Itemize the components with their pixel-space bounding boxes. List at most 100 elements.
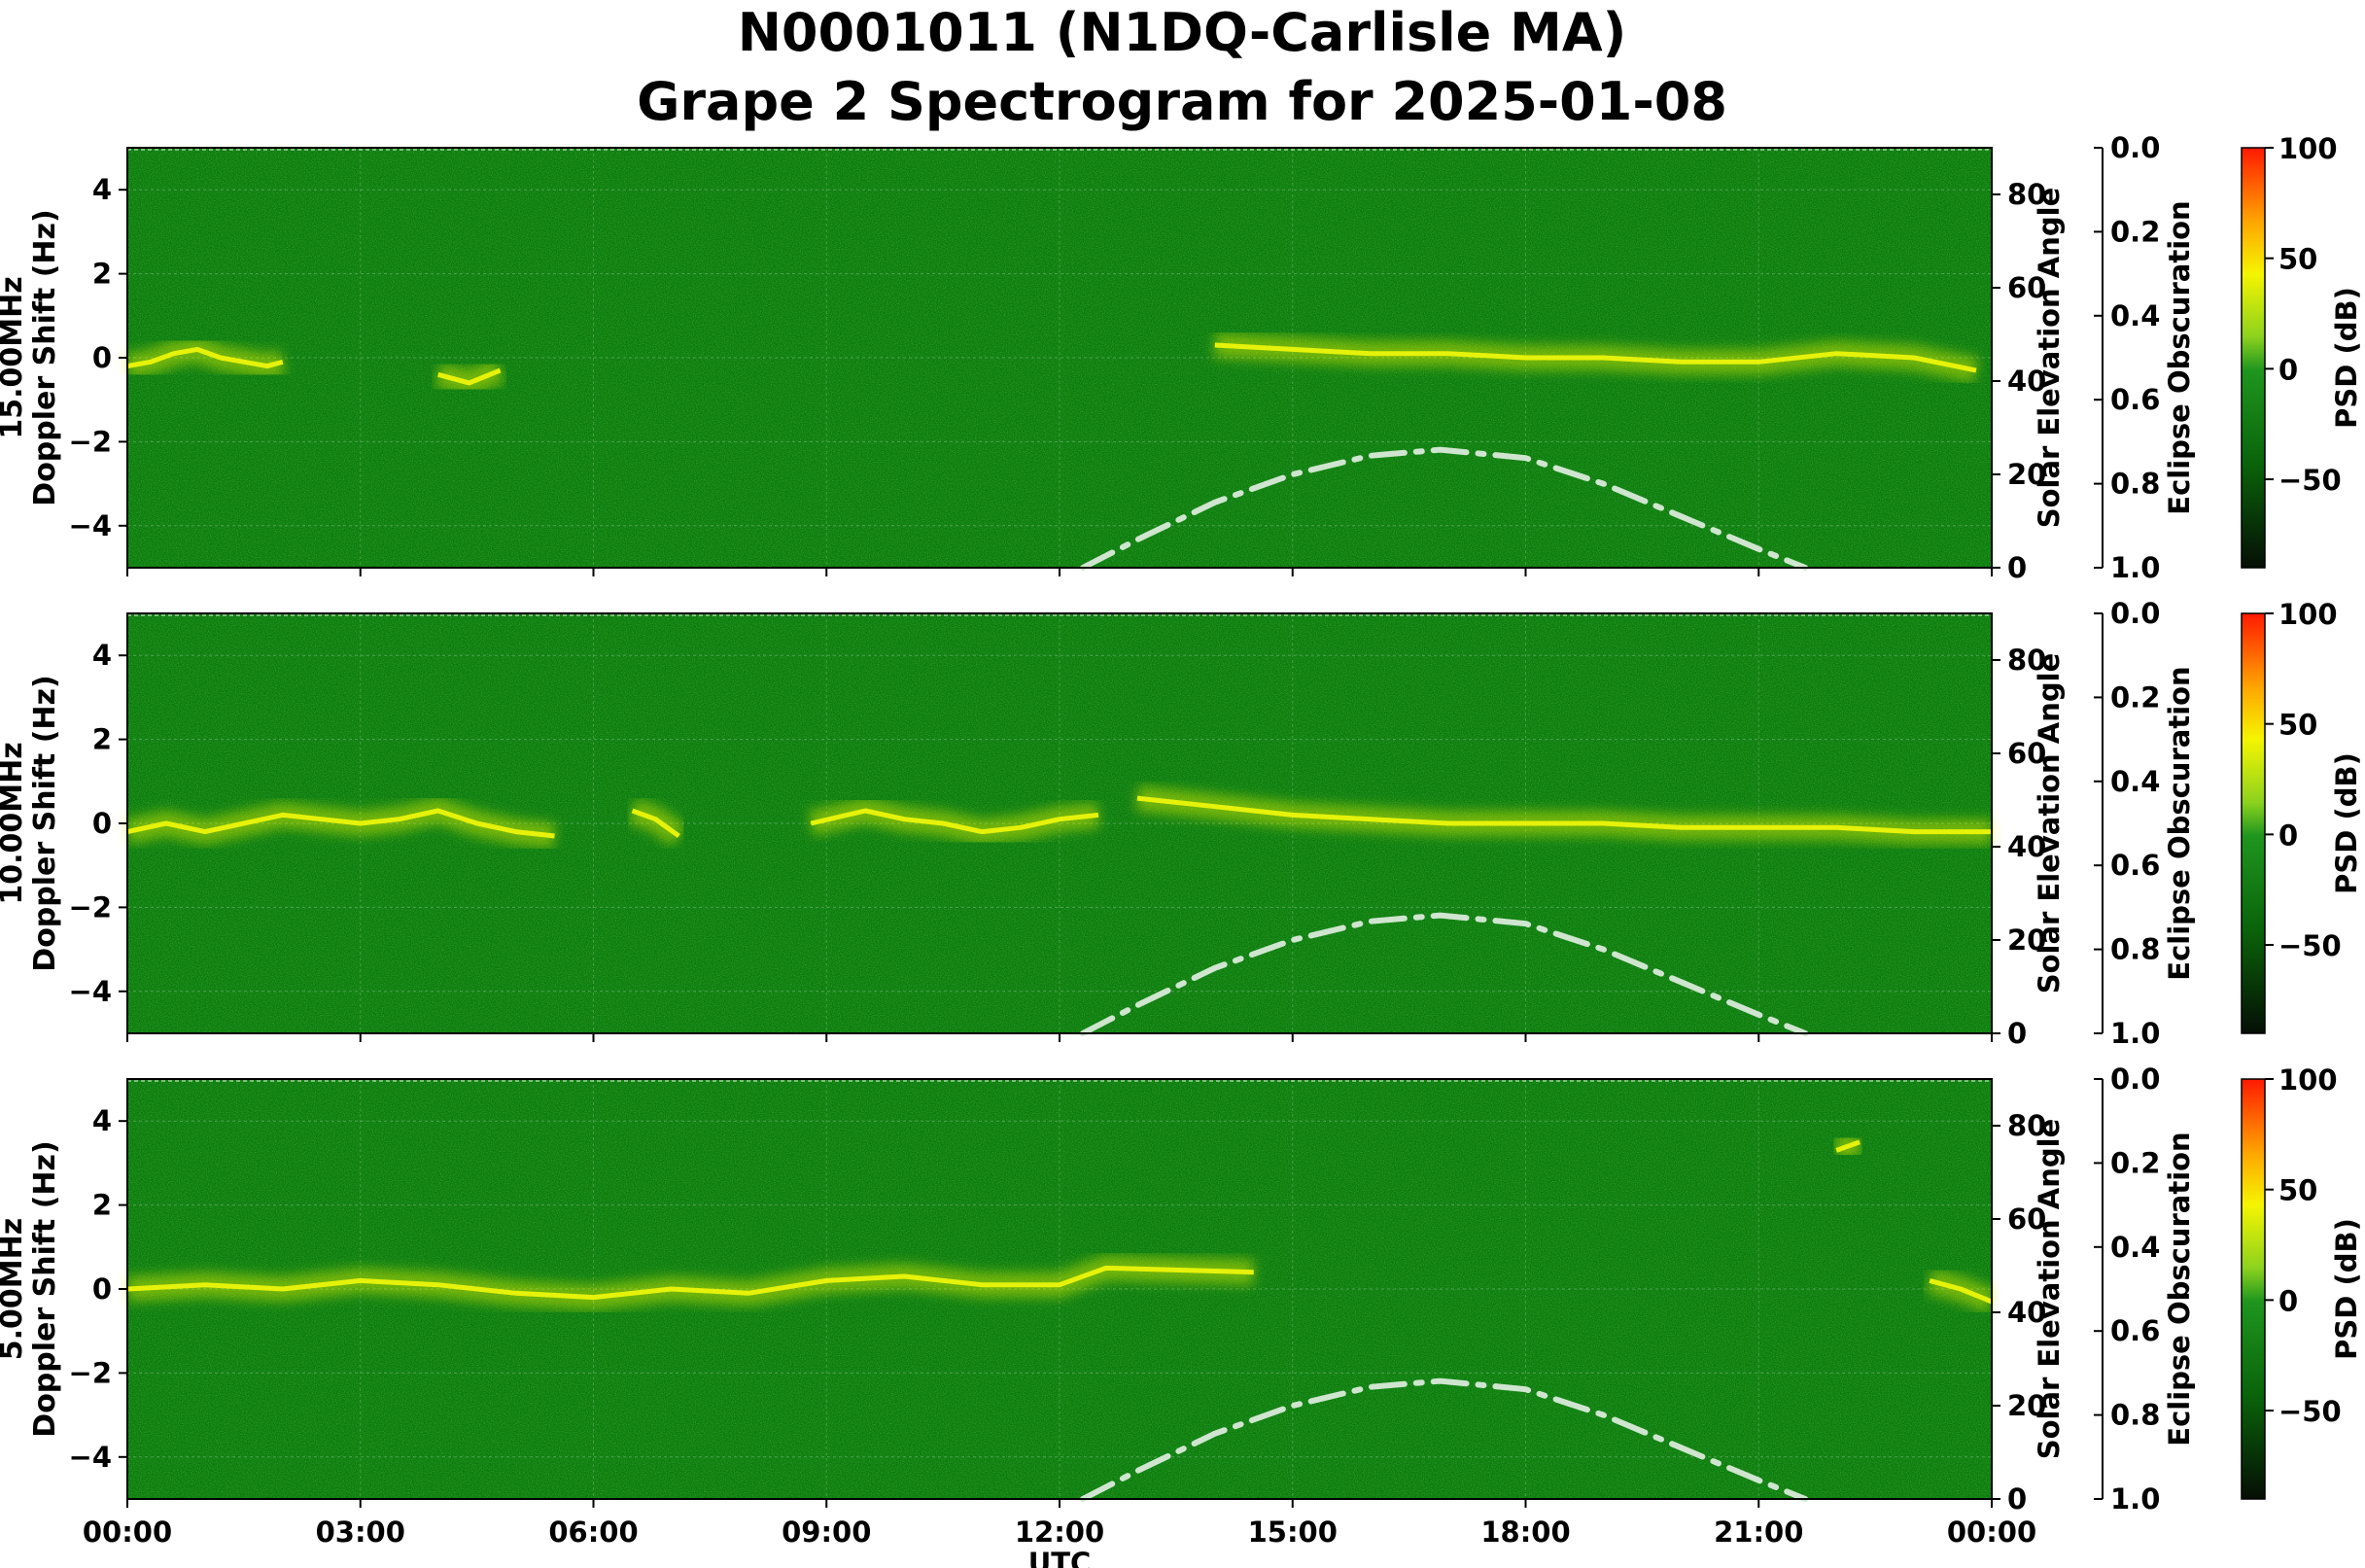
colorbar-label: PSD (dB) xyxy=(2330,752,2363,894)
doppler-trace xyxy=(437,367,502,386)
y2-tick-label: 40 xyxy=(2007,1296,2046,1329)
colorbar-tick-label: −50 xyxy=(2278,464,2342,497)
y2-tick-label: 80 xyxy=(2007,178,2046,211)
panel-2: −4 −2 0 2 4 10.00MHz Doppler Shift (Hz) 0 20 40 60… xyxy=(0,597,2363,1050)
y2-tick-label: 80 xyxy=(2007,644,2046,677)
y2-tick-label: 60 xyxy=(2007,1202,2046,1236)
doppler-trace xyxy=(1214,342,1977,373)
x-tick-label: 15:00 xyxy=(1248,1516,1338,1549)
y3-tick-label: 0.0 xyxy=(2110,1063,2160,1096)
y3-tick-label: 0.6 xyxy=(2110,383,2160,416)
doppler-trace xyxy=(631,808,680,839)
y3-axis-label: Eclipse Obscuration xyxy=(2163,200,2196,514)
x-axis-label: UTC xyxy=(1028,1547,1092,1568)
colorbar xyxy=(2241,612,2266,1034)
y3-tick-label: 1.0 xyxy=(2110,1482,2160,1516)
doppler-trace xyxy=(126,1265,1254,1301)
y-tick-label: 2 xyxy=(92,723,112,756)
x-tick-label: 21:00 xyxy=(1714,1516,1803,1549)
y2-tick-label: 60 xyxy=(2007,271,2046,304)
doppler-trace xyxy=(810,808,1099,835)
y2-tick-label: 40 xyxy=(2007,365,2046,398)
y2-tick-label: 0 xyxy=(2007,1017,2027,1050)
doppler-trace xyxy=(126,346,284,369)
colorbar xyxy=(2241,1078,2266,1500)
y-tick-label: −4 xyxy=(69,509,112,542)
colorbar-tick-label: 100 xyxy=(2278,1063,2338,1097)
y3-axis-label: Eclipse Obscuration xyxy=(2163,666,2196,980)
x-tick-label: 12:00 xyxy=(1015,1516,1104,1549)
figure-title-line2: Grape 2 Spectrogram for 2025-01-08 xyxy=(637,71,1727,132)
x-tick-label: 03:00 xyxy=(316,1516,405,1549)
y3-tick-label: 1.0 xyxy=(2110,1017,2160,1050)
doppler-trace xyxy=(126,808,555,839)
freq-label: 15.00MHz xyxy=(0,276,29,438)
y-tick-label: −2 xyxy=(69,890,112,923)
colorbar-tick-label: 0 xyxy=(2278,1284,2298,1317)
y2-tick-label: 0 xyxy=(2007,1482,2027,1516)
y-tick-label: 4 xyxy=(92,1104,112,1137)
y-tick-label: 2 xyxy=(92,1189,112,1222)
y3-tick-label: 0.8 xyxy=(2110,1399,2160,1432)
colorbar-tick-label: −50 xyxy=(2278,1395,2342,1428)
y2-axis-label: Solar Elevation Angle xyxy=(2033,653,2066,994)
x-tick-label: 00:00 xyxy=(83,1516,172,1549)
x-tick-label: 09:00 xyxy=(782,1516,871,1549)
colorbar-tick-label: −50 xyxy=(2278,929,2342,962)
y2-tick-label: 20 xyxy=(2007,458,2046,491)
y3-tick-label: 0.2 xyxy=(2110,215,2160,248)
x-tick-label: 00:00 xyxy=(1947,1516,2036,1549)
y2-tick-label: 20 xyxy=(2007,923,2046,957)
y2-tick-label: 20 xyxy=(2007,1389,2046,1422)
colorbar-tick-label: 50 xyxy=(2278,1174,2317,1207)
freq-label: 10.00MHz xyxy=(0,742,29,904)
figure-title-line1: N0001011 (N1DQ-Carlisle MA) xyxy=(738,2,1627,63)
colorbar-tick-label: 0 xyxy=(2278,819,2298,852)
y2-axis-label: Solar Elevation Angle xyxy=(2033,188,2066,529)
y-tick-label: −2 xyxy=(69,1356,112,1389)
y3-tick-label: 0.4 xyxy=(2110,299,2160,332)
y3-axis-label: Eclipse Obscuration xyxy=(2163,1132,2196,1446)
freq-label: 5.00MHz xyxy=(0,1218,29,1360)
y3-tick-label: 0.6 xyxy=(2110,1314,2160,1347)
y-tick-label: −2 xyxy=(69,425,112,458)
y3-tick-label: 0.0 xyxy=(2110,597,2160,630)
y-tick-label: 4 xyxy=(92,173,112,206)
colorbar-tick-label: 100 xyxy=(2278,598,2338,631)
x-tick-label: 06:00 xyxy=(548,1516,638,1549)
y2-tick-label: 40 xyxy=(2007,830,2046,863)
y3-tick-label: 0.6 xyxy=(2110,849,2160,882)
y-tick-label: 2 xyxy=(92,258,112,291)
y3-tick-label: 1.0 xyxy=(2110,551,2160,584)
colorbar-label: PSD (dB) xyxy=(2330,287,2363,429)
y3-tick-label: 0.2 xyxy=(2110,680,2160,714)
colorbar-tick-label: 0 xyxy=(2278,353,2298,386)
y-tick-label: −4 xyxy=(69,1441,112,1474)
y2-tick-label: 0 xyxy=(2007,551,2027,584)
colorbar-tick-label: 100 xyxy=(2278,132,2338,165)
solar-elevation-curve xyxy=(1080,446,1809,571)
y-axis-label: Doppler Shift (Hz) xyxy=(28,1140,62,1437)
y3-tick-label: 0.8 xyxy=(2110,933,2160,966)
y2-axis-label: Solar Elevation Angle xyxy=(2033,1119,2066,1460)
y-tick-label: −4 xyxy=(69,975,112,1008)
doppler-trace xyxy=(1136,795,1992,835)
y-tick-label: 0 xyxy=(92,341,112,374)
doppler-trace xyxy=(1929,1277,1993,1305)
solar-elevation-curve xyxy=(1080,912,1809,1036)
y2-tick-label: 80 xyxy=(2007,1109,2046,1142)
solar-elevation-curve xyxy=(1080,1377,1809,1502)
y-tick-label: 4 xyxy=(92,639,112,672)
y-axis-label: Doppler Shift (Hz) xyxy=(28,675,62,971)
doppler-trace xyxy=(1835,1139,1861,1153)
colorbar-label: PSD (dB) xyxy=(2330,1218,2363,1360)
y2-tick-label: 60 xyxy=(2007,737,2046,770)
y-tick-label: 0 xyxy=(92,807,112,840)
x-tick-label: 18:00 xyxy=(1480,1516,1570,1549)
y3-tick-label: 0.8 xyxy=(2110,468,2160,501)
colorbar xyxy=(2241,147,2266,569)
colorbar-tick-label: 50 xyxy=(2278,709,2317,742)
y3-tick-label: 0.2 xyxy=(2110,1146,2160,1179)
colorbar-tick-label: 50 xyxy=(2278,243,2317,276)
